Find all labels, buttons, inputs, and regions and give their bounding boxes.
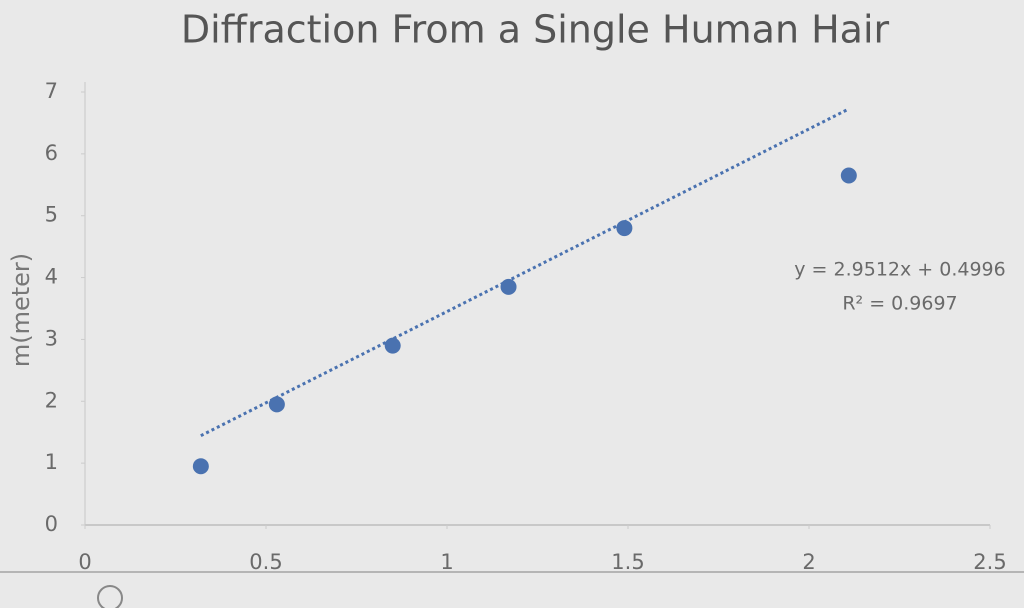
y-tick-label: 0 xyxy=(45,512,58,536)
trendline-equation: y = 2.9512x + 0.4996 xyxy=(794,259,1005,281)
x-tick-label: 2.5 xyxy=(973,550,1006,574)
x-tick-label: 1 xyxy=(440,550,453,574)
y-tick-label: 1 xyxy=(45,450,58,474)
point xyxy=(616,220,633,237)
point xyxy=(268,396,285,413)
x-tick-label: 0 xyxy=(78,550,91,574)
y-tick-label: 3 xyxy=(45,326,58,350)
trendline-r-squared: R² = 0.9697 xyxy=(842,293,957,315)
y-axis-label: m(meter) xyxy=(7,253,35,367)
point xyxy=(840,167,857,184)
add-button[interactable] xyxy=(97,585,123,608)
y-tick-label: 4 xyxy=(45,265,58,289)
point xyxy=(384,337,401,354)
y-tick-label: 5 xyxy=(45,203,58,227)
y-tick-label: 2 xyxy=(45,388,58,412)
y-tick-label: 7 xyxy=(45,79,58,103)
y-tick-label: 6 xyxy=(45,141,58,165)
x-tick-label: 1.5 xyxy=(611,550,644,574)
chart-title: Diffraction From a Single Human Hair xyxy=(181,8,890,52)
x-tick-label: 0.5 xyxy=(249,550,282,574)
point xyxy=(500,278,517,295)
x-tick-label: 2 xyxy=(802,550,815,574)
trendline xyxy=(200,107,850,438)
point xyxy=(192,458,209,475)
